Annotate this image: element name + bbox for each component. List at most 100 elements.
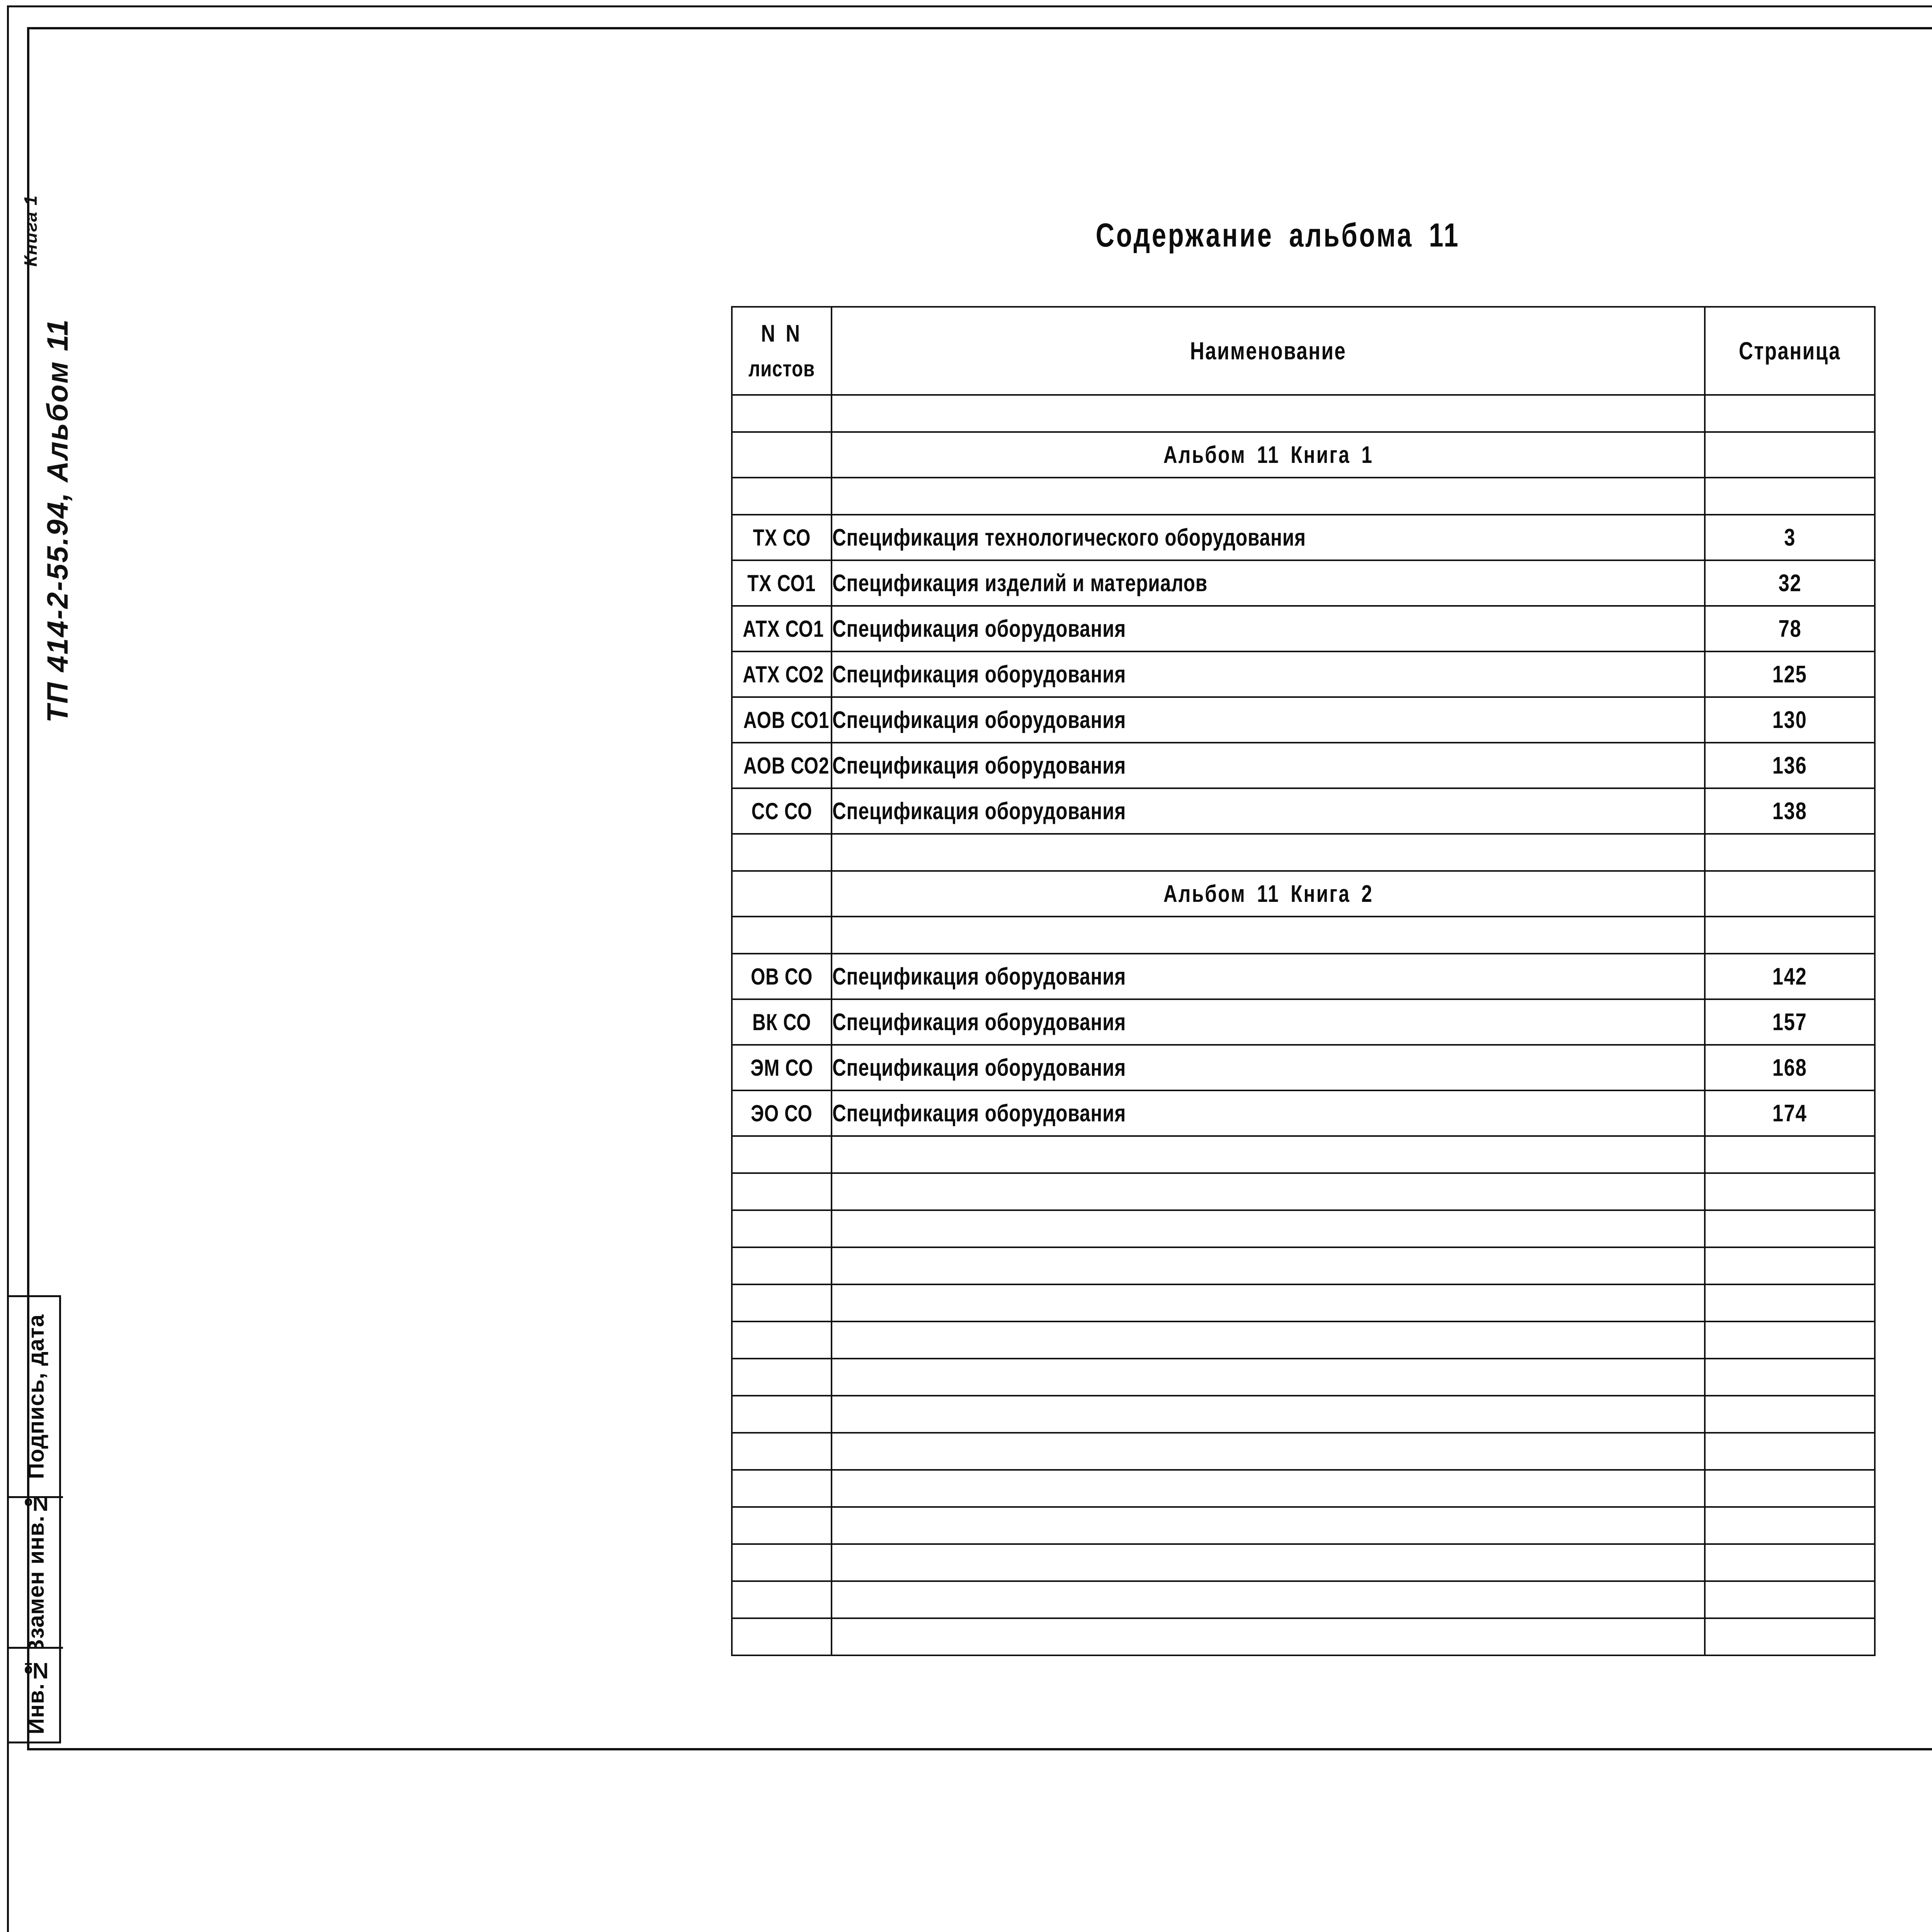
cell-sheet-code [731, 1209, 832, 1248]
sheet-code-text: АОВ СО2 [743, 752, 830, 779]
cell-item-name: Спецификация оборудования [831, 605, 1706, 652]
item-name-text: Спецификация технологического оборудован… [832, 524, 1306, 551]
cell-page-number: 174 [1704, 1090, 1876, 1137]
cell-sheet-code: АОВ СО1 [731, 696, 832, 743]
cell-page-number [1704, 1209, 1876, 1248]
cell-item-name [831, 1432, 1706, 1471]
page-number-text: 125 [1772, 661, 1807, 688]
cell-sheet-code [731, 1358, 832, 1396]
page-number-text: 78 [1778, 615, 1801, 642]
table-row: АОВ СО2 Спецификация оборудования 136 [731, 742, 1876, 789]
cell-section-heading: Альбом 11 Книга 1 [831, 431, 1706, 478]
cell-page-number [1704, 1617, 1876, 1656]
cell-page-number [1704, 1543, 1876, 1582]
cell-item-name [831, 1247, 1706, 1285]
sheet-code-text: ЭМ СО [750, 1054, 813, 1081]
inner-frame-border [27, 27, 1932, 1750]
item-name-text: Спецификация оборудования [832, 752, 1126, 779]
cell-sheet-code: ТХ СО [731, 514, 832, 561]
cell-page-number [1704, 833, 1876, 872]
cell-sheet-code [731, 1247, 832, 1285]
sheet-code-text: АТХ СО2 [743, 661, 824, 687]
cell-sheet-code [731, 1469, 832, 1508]
item-name-text: Спецификация оборудования [832, 1100, 1126, 1127]
item-name-text: Спецификация оборудования [832, 1054, 1126, 1081]
cell-sheet-code: АТХ СО1 [731, 605, 832, 652]
cell-sheet-code [731, 1432, 832, 1471]
table-row [731, 1506, 1876, 1545]
stamp-cell-inv-no: Инв.№ [9, 1649, 63, 1743]
stamp-cell-replaced-inv: Взамен инв.№ [9, 1498, 63, 1649]
designation-main: ТП 414-2-55.94, Альбом 11 [41, 318, 74, 723]
page-number-text: 157 [1772, 1009, 1807, 1036]
cell-item-name: Спецификация изделий и материалов [831, 560, 1706, 607]
cell-page-number [1704, 1321, 1876, 1359]
drawing-designation-block: ТП 414-2-55.94, Альбом 11 Книга 1 [17, 85, 74, 723]
cell-item-name [831, 1506, 1706, 1545]
cell-sheet-code: ЭО СО [731, 1090, 832, 1137]
cell-page-number: 3 [1704, 514, 1876, 561]
cell-sheet-code [731, 394, 832, 433]
table-row [731, 1617, 1876, 1656]
cell-sheet-code [731, 1172, 832, 1211]
stamp-label-inv-no: Инв.№ [23, 1658, 49, 1735]
cell-item-name: Спецификация оборудования [831, 1044, 1706, 1091]
contents-table: N N листов Наименование Страница Альбом … [731, 306, 1876, 1656]
cell-page-number: 136 [1704, 742, 1876, 789]
cell-sheet-code [731, 431, 832, 478]
page-title: Содержание альбома 11 [1095, 217, 1460, 254]
cell-item-name [831, 1135, 1706, 1174]
item-name-text: Спецификация оборудования [832, 798, 1126, 825]
column-header-name: Наименование [831, 306, 1706, 396]
cell-sheet-code: ВК СО [731, 998, 832, 1046]
sheet-code-text: ТХ СО1 [747, 570, 816, 596]
sheet-code-text: АОВ СО1 [743, 707, 830, 733]
cell-item-name: Спецификация оборудования [831, 953, 1706, 1000]
outer-frame-border [7, 5, 1932, 1932]
stamp-label-signature-date: Подпись, дата [23, 1314, 49, 1479]
cell-page-number [1704, 1469, 1876, 1508]
table-row [731, 1321, 1876, 1359]
section-heading-text: Альбом 11 Книга 2 [1163, 880, 1373, 907]
cell-item-name: Спецификация оборудования [831, 998, 1706, 1046]
cell-sheet-code [731, 1321, 832, 1359]
table-row: СС СО Спецификация оборудования 138 [731, 787, 1876, 835]
cell-item-name [831, 833, 1706, 872]
stamp-label-replaced-inv: Взамен инв.№ [23, 1498, 49, 1649]
column-header-name-label: Наименование [1190, 337, 1347, 365]
designation-book: Книга 1 [20, 194, 41, 267]
cell-page-number [1704, 477, 1876, 515]
cell-item-name: Спецификация оборудования [831, 742, 1706, 789]
cell-page-number [1704, 1247, 1876, 1285]
table-row: ТХ СО Спецификация технологического обору… [731, 514, 1876, 561]
cell-item-name [831, 1358, 1706, 1396]
table-row [731, 1543, 1876, 1582]
table-row [731, 1469, 1876, 1508]
column-header-sheet-numbers-line2: листов [748, 356, 815, 382]
page-number-text: 138 [1772, 798, 1807, 825]
sheet-code-text: ОВ СО [750, 963, 813, 990]
cell-item-name [831, 1395, 1706, 1434]
cell-sheet-code [731, 833, 832, 872]
cell-item-name [831, 1284, 1706, 1322]
page-number-text: 168 [1772, 1054, 1807, 1081]
cell-item-name: Спецификация технологического оборудован… [831, 514, 1706, 561]
cell-section-heading: Альбом 11 Книга 2 [831, 870, 1706, 917]
cell-item-name [831, 1617, 1706, 1656]
cell-page-number [1704, 1395, 1876, 1434]
cell-page-number: 130 [1704, 696, 1876, 743]
table-row: ВК СО Спецификация оборудования 157 [731, 998, 1876, 1046]
table-row [731, 1135, 1876, 1174]
cell-item-name [831, 916, 1706, 954]
section-heading-text: Альбом 11 Книга 1 [1163, 441, 1373, 468]
cell-sheet-code [731, 1617, 832, 1656]
table-row: Альбом 11 Книга 1 [731, 431, 1876, 478]
cell-page-number [1704, 394, 1876, 433]
cell-sheet-code: АОВ СО2 [731, 742, 832, 789]
table-row: ТХ СО1 Спецификация изделий и материалов 3… [731, 560, 1876, 607]
stamp-cell-signature-date: Подпись, дата [9, 1297, 63, 1498]
cell-page-number: 138 [1704, 787, 1876, 835]
sheet-code-text: ЭО СО [751, 1100, 813, 1126]
table-row [731, 1432, 1876, 1471]
